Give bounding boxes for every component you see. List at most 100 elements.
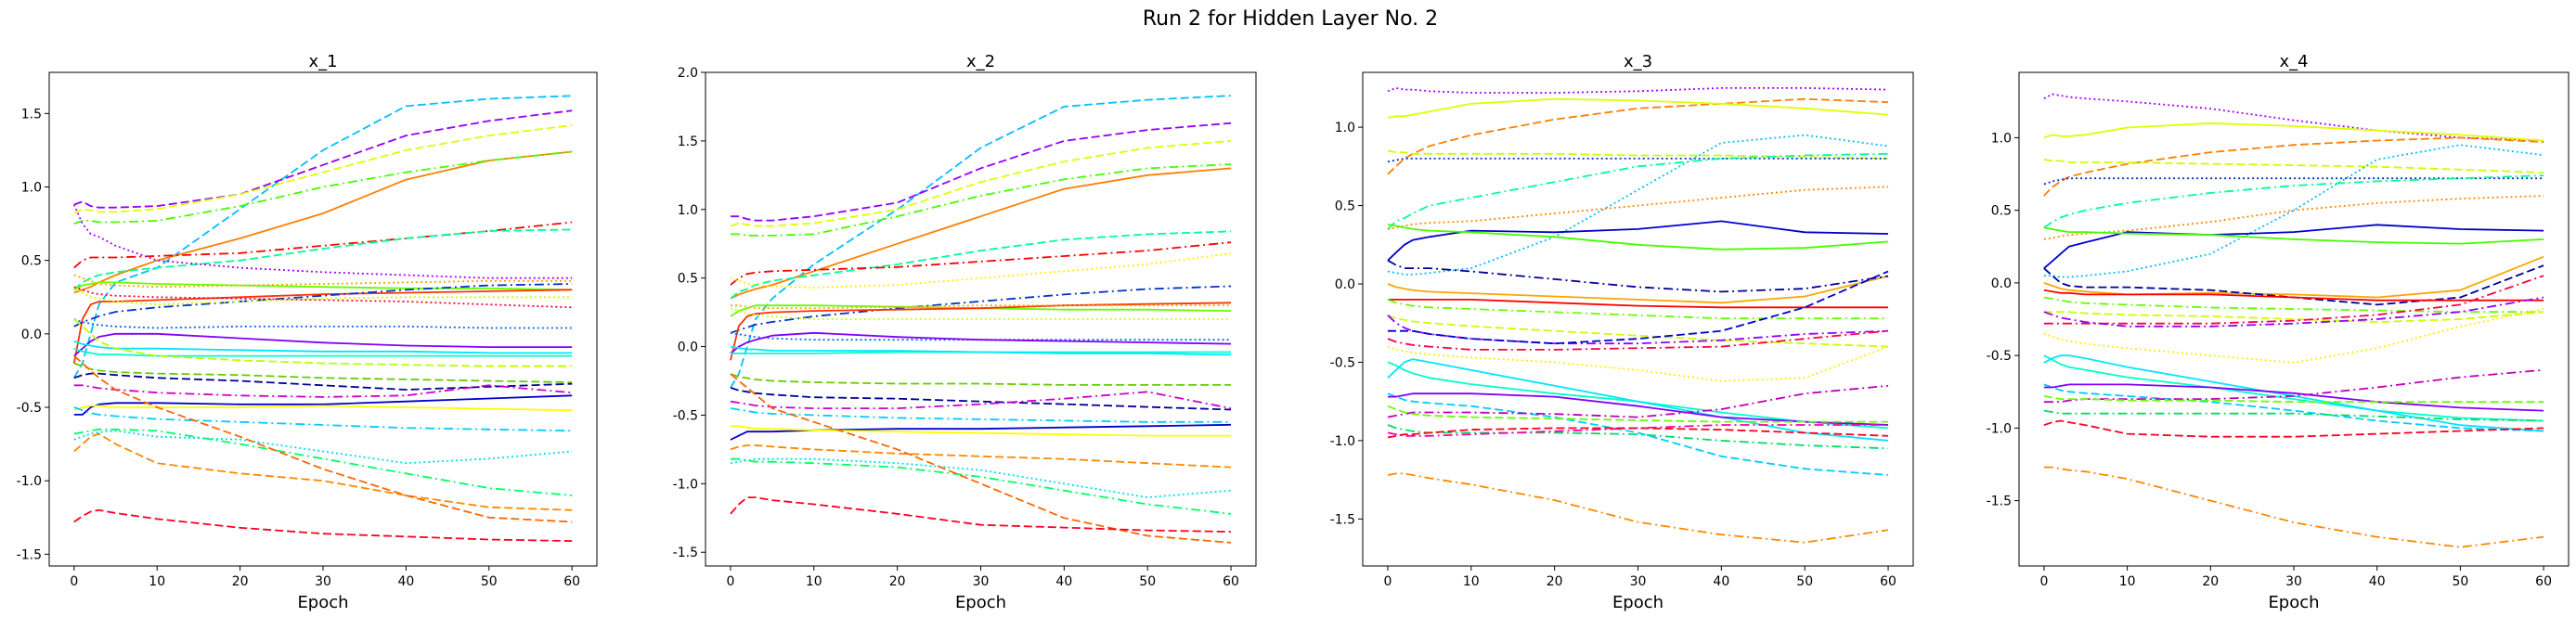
series-line-18 [73, 340, 573, 354]
x-tick-label: 40 [2369, 574, 2386, 589]
y-tick-label: 0.0 [678, 341, 698, 355]
series-line-24 [2043, 395, 2544, 404]
y-tick-label: 2.0 [678, 66, 698, 81]
x-tick-label: 10 [2119, 574, 2136, 589]
x-tick-label: 60 [563, 574, 580, 589]
series-line-2 [731, 122, 1232, 222]
series-line-4 [1387, 149, 1889, 160]
series-line-2 [1387, 97, 1889, 175]
y-tick-label: 0.5 [678, 272, 698, 287]
series-line-28 [1387, 427, 1889, 439]
series-line-22 [2043, 383, 2544, 412]
series-line-4 [730, 167, 1232, 300]
panel-title: x_4 [2279, 52, 2308, 71]
series-line-22 [1387, 392, 1889, 476]
series-line-23 [1388, 392, 1889, 426]
series-line-6 [1387, 134, 1889, 276]
x-tick-label: 10 [1463, 574, 1480, 589]
series-line-10 [2043, 226, 2544, 245]
series-line-14 [1387, 299, 1888, 320]
panel-2: x_2 0 10 20 30 40 50 60 -1.5 -1.0 -0.5 0.0 0.5 1.0 1.5… [673, 52, 1257, 612]
series-line-19 [73, 318, 573, 367]
x-tick-label: 0 [70, 574, 78, 589]
series-line-17 [1388, 270, 1889, 345]
series-line-3 [2043, 136, 2544, 197]
series-line-23 [731, 425, 1231, 437]
y-tick-label: -1.0 [17, 474, 42, 489]
series-line-6 [73, 221, 573, 269]
series-line-5 [2043, 177, 2544, 186]
series-line-29 [73, 354, 573, 523]
x-tick-label: 50 [1796, 574, 1813, 589]
y-tick-label: -1.0 [1987, 421, 2012, 436]
series-line-24 [1387, 384, 1889, 418]
series-line-20 [1387, 361, 1889, 430]
series-line-14 [73, 286, 573, 309]
series-line-3 [73, 124, 573, 214]
series-line-8 [72, 204, 573, 279]
series-line-14 [730, 331, 1231, 341]
x-tick-label: 0 [1383, 574, 1392, 589]
series-line-27 [730, 373, 1232, 544]
y-tick-label: 1.5 [678, 135, 698, 149]
series-line-9 [2043, 224, 2544, 269]
series-line-19 [730, 387, 1232, 411]
series-line-12 [1387, 259, 1889, 293]
series-line-3 [1387, 97, 1889, 119]
series-line-1 [73, 95, 573, 379]
series-line-26 [73, 430, 573, 465]
x-tick-label: 50 [2452, 574, 2468, 589]
series-group [730, 95, 1232, 544]
series-line-18 [1387, 329, 1889, 351]
series-line-24 [73, 405, 573, 412]
series-line-3 [730, 140, 1232, 227]
series-line-4 [73, 150, 573, 294]
series-line-11 [730, 302, 1232, 361]
series-line-12 [731, 304, 1231, 310]
y-tick-label: -0.5 [1330, 355, 1355, 370]
y-tick-label: 1.0 [678, 203, 698, 218]
y-tick-label: -1.0 [673, 477, 698, 492]
panel-title: x_3 [1624, 52, 1652, 71]
x-tick-label: 30 [973, 574, 990, 589]
y-tick-label: 0.0 [1335, 277, 1355, 292]
series-line-8 [730, 252, 1232, 289]
series-line-10 [730, 304, 1232, 317]
series-line-27 [2043, 466, 2544, 548]
y-tick-label: -1.5 [1987, 495, 2012, 509]
y-tick-label: 0.5 [21, 254, 42, 269]
x-tick-label: 30 [315, 574, 331, 589]
x-axis-label: Epoch [955, 593, 1006, 612]
series-line-16 [2043, 275, 2544, 325]
series-line-20 [2043, 354, 2544, 432]
series-line-15 [1387, 314, 1889, 348]
y-tick-label: -1.5 [1330, 512, 1355, 527]
panel-1: x_1 0 10 20 30 40 50 60 -1.5 -1.0 -0.5 0.0 0.5 1.0 1.5… [17, 52, 598, 612]
x-axis-label: Epoch [2268, 593, 2319, 612]
y-tick-label: 0.5 [1335, 199, 1355, 214]
x-tick-label: 30 [2285, 574, 2302, 589]
series-line-21 [730, 407, 1231, 423]
series-line-16 [73, 332, 573, 357]
x-tick-label: 0 [726, 574, 734, 589]
series-line-29 [1387, 472, 1889, 544]
series-line-20 [73, 362, 573, 383]
x-tick-label: 40 [1055, 574, 1072, 589]
series-line-15 [730, 331, 1232, 354]
series-line-21 [2043, 383, 2544, 432]
x-tick-label: 60 [2535, 574, 2552, 589]
y-tick-label: 0.0 [1991, 276, 2012, 291]
y-tick-label: 0.5 [1991, 204, 2012, 219]
series-line-11 [72, 289, 573, 364]
series-line-17 [2043, 296, 2544, 328]
series-line-1 [730, 95, 1232, 389]
x-tick-label: 40 [1713, 574, 1729, 589]
series-line-10 [1387, 223, 1889, 251]
series-line-15 [2043, 311, 2544, 324]
y-tick-label: -1.5 [673, 546, 698, 560]
panel-title: x_2 [966, 52, 995, 71]
panel-title: x_1 [308, 52, 337, 71]
series-line-18 [2043, 308, 2544, 364]
y-tick-label: 1.5 [21, 107, 42, 122]
series-line-7 [1387, 152, 1889, 230]
